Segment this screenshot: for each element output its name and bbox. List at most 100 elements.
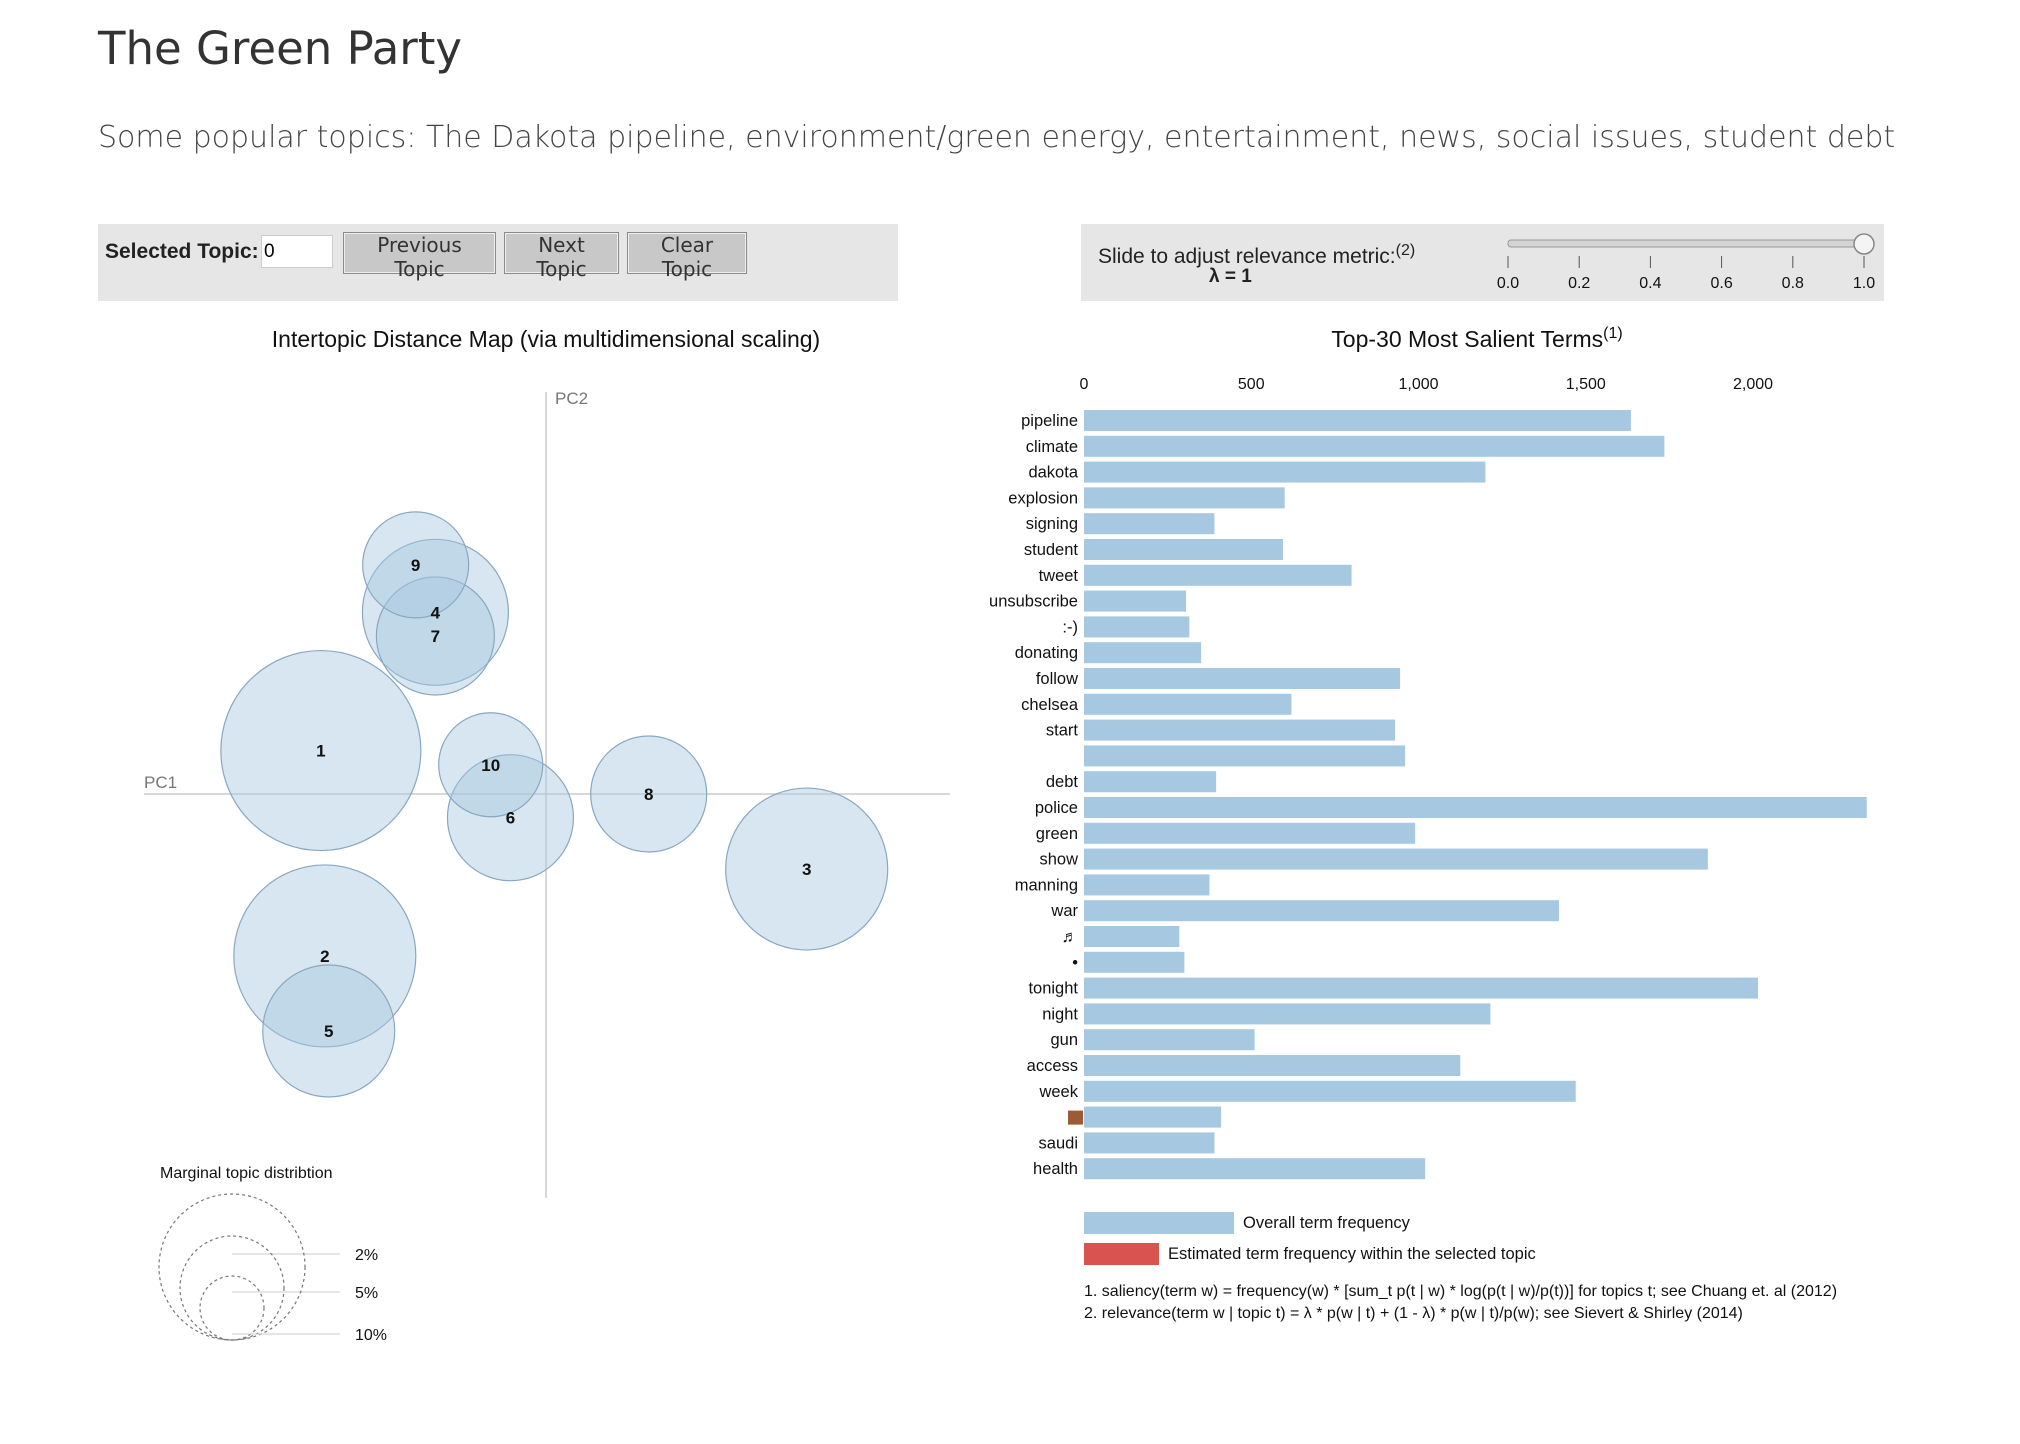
topic-bubble-3[interactable]	[725, 787, 889, 951]
term-bar[interactable]	[1084, 1055, 1461, 1076]
pc1-axis-label: PC1	[144, 773, 177, 792]
term-label: pipeline	[1021, 412, 1078, 430]
term-label: follow	[1036, 670, 1078, 688]
topic-bubble-label: 8	[644, 785, 653, 804]
term-bar[interactable]	[1084, 590, 1187, 612]
bar-axis-tick-label: 0	[1080, 376, 1089, 393]
term-bar[interactable]	[1084, 668, 1401, 689]
term-bar[interactable]	[1084, 822, 1416, 844]
legend-overall-label: Overall term frequency	[1243, 1214, 1411, 1232]
term-bar[interactable]	[1084, 977, 1759, 999]
term-bar[interactable]	[1084, 693, 1292, 715]
topic-bubble-5[interactable]	[262, 964, 396, 1098]
lambda-value-label: λ = 1	[1209, 266, 1252, 287]
term-label: tonight	[1028, 980, 1078, 998]
term-bar[interactable]	[1084, 410, 1631, 431]
relevance-slider-label: Slide to adjust relevance metric:(2)	[1098, 242, 1415, 269]
term-bar[interactable]	[1084, 771, 1217, 793]
term-label: health	[1033, 1160, 1078, 1178]
topic-bubble-label: 6	[506, 809, 515, 828]
term-bar[interactable]	[1084, 435, 1665, 457]
slider-track[interactable]	[1507, 239, 1865, 248]
term-bar[interactable]	[1084, 487, 1285, 509]
slider-tick-label: 0.4	[1639, 275, 1661, 292]
topic-bubble-label: 7	[431, 627, 440, 646]
term-bar[interactable]	[1084, 1132, 1215, 1154]
pc2-axis-label: PC2	[555, 389, 588, 408]
topic-bubble-label: 3	[802, 860, 811, 879]
topic-bubbles: 1 2 3 4 5 6 7 8 9 10	[220, 511, 889, 1098]
term-label: week	[1038, 1083, 1078, 1101]
clear-topic-button[interactable]: Clear Topic	[627, 232, 747, 281]
marginal-distribution-title: Marginal topic distribtion	[160, 1165, 333, 1182]
term-label-square-icon	[1068, 1110, 1083, 1125]
term-label: explosion	[1008, 489, 1078, 507]
marginal-distribution-size-label: 5%	[355, 1285, 378, 1302]
term-bar[interactable]	[1084, 1106, 1222, 1128]
slider-tick-label: 0.6	[1710, 275, 1732, 292]
term-label: unsubscribe	[989, 593, 1078, 611]
term-label: gun	[1050, 1031, 1078, 1049]
topic-bubble-label: 5	[324, 1022, 333, 1041]
term-label: :-)	[1062, 618, 1078, 636]
term-label: •	[1072, 954, 1078, 972]
term-label: signing	[1026, 515, 1078, 533]
topic-bubble-label: 2	[320, 947, 329, 966]
term-bar[interactable]	[1084, 564, 1352, 586]
term-bar[interactable]	[1084, 1158, 1426, 1180]
term-label: debt	[1046, 773, 1079, 791]
term-bar[interactable]	[1084, 719, 1396, 741]
term-bar[interactable]	[1084, 900, 1559, 922]
term-label: night	[1042, 1005, 1078, 1023]
term-label: chelsea	[1021, 696, 1079, 714]
topic-bubble-10[interactable]	[438, 712, 544, 818]
legend-topic-label: Estimated term frequency within the sele…	[1168, 1245, 1536, 1263]
footnote-saliency: 1. saliency(term w) = frequency(w) * [su…	[1084, 1283, 1838, 1300]
page-subtitle: Some popular topics: The Dakota pipeline…	[98, 120, 1896, 155]
bar-axis-tick-label: 500	[1238, 376, 1265, 393]
slider-handle[interactable]	[1853, 233, 1875, 255]
term-bar[interactable]	[1084, 951, 1185, 973]
topic-bubble-1[interactable]	[220, 649, 422, 852]
term-bar[interactable]	[1084, 874, 1210, 896]
selected-topic-input[interactable]	[261, 235, 333, 268]
term-bar[interactable]	[1084, 616, 1190, 638]
term-label: climate	[1026, 438, 1078, 456]
term-bar[interactable]	[1084, 745, 1406, 767]
term-label: access	[1027, 1057, 1078, 1075]
topic-control-panel: Selected Topic: Previous Topic Next Topi…	[98, 224, 898, 301]
relevance-label-note: (2)	[1395, 242, 1416, 259]
topic-bubble-7[interactable]	[375, 576, 495, 696]
topic-bubble-label: 10	[481, 756, 500, 775]
slider-tick-label: 0.2	[1568, 275, 1590, 292]
topic-bubble-label: 9	[411, 556, 420, 575]
marginal-distribution-circle	[179, 1235, 285, 1341]
slider-tick-label: 1.0	[1853, 275, 1875, 292]
next-topic-button[interactable]: Next Topic	[504, 232, 619, 281]
marginal-distribution-circle	[199, 1275, 265, 1341]
term-bar[interactable]	[1084, 461, 1486, 483]
term-bar[interactable]	[1084, 1003, 1491, 1025]
slider-tick-label: 0.8	[1782, 275, 1804, 292]
legend-overall-swatch	[1084, 1212, 1234, 1234]
term-bar[interactable]	[1084, 1080, 1576, 1102]
term-bar[interactable]	[1084, 513, 1215, 535]
legend-topic-swatch	[1084, 1243, 1159, 1265]
topic-bubble-8[interactable]	[590, 735, 708, 853]
term-label: start	[1046, 722, 1079, 740]
topic-bubble-9[interactable]	[362, 511, 470, 619]
marginal-distribution-circle	[158, 1193, 306, 1341]
term-bar[interactable]	[1084, 848, 1708, 870]
term-bar[interactable]	[1084, 797, 1867, 818]
previous-topic-button[interactable]: Previous Topic	[343, 232, 496, 281]
term-bar[interactable]	[1084, 539, 1284, 560]
term-bar[interactable]	[1084, 926, 1180, 947]
term-label: police	[1035, 799, 1078, 817]
topic-bubble-2[interactable]	[233, 864, 417, 1048]
term-label: tweet	[1039, 567, 1079, 585]
topic-bubble-label: 1	[316, 742, 325, 761]
term-bar[interactable]	[1084, 1029, 1255, 1051]
term-bar[interactable]	[1084, 642, 1202, 664]
topic-bubble-4[interactable]	[361, 538, 509, 686]
topic-bubble-6[interactable]	[446, 754, 575, 882]
